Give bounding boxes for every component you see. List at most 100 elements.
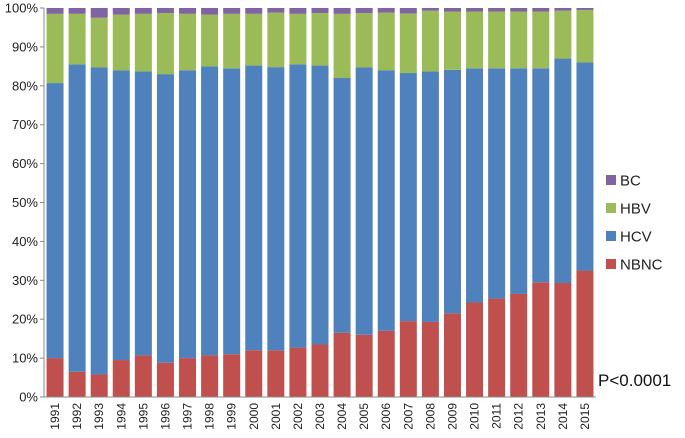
bar-hbv-2002 — [289, 13, 307, 65]
bar-hbv-2005 — [355, 13, 373, 68]
x-tick-label: 2005 — [357, 403, 371, 430]
bar-nbnc-2004 — [333, 332, 351, 397]
y-tick-label: 40% — [12, 234, 38, 249]
bar-bc-1992 — [68, 8, 86, 14]
legend-item-bc: BC — [606, 173, 641, 190]
x-tick-label: 1992 — [70, 403, 84, 430]
bar-hcv-1996 — [156, 74, 174, 363]
bar-hcv-2012 — [510, 68, 528, 294]
bar-hcv-1995 — [134, 71, 152, 356]
bar-hbv-1999 — [223, 13, 241, 69]
x-tick-label: 2010 — [468, 403, 482, 430]
bar-nbnc-1993 — [90, 374, 108, 397]
bar-hcv-2009 — [443, 69, 461, 314]
bar-bc-2011 — [488, 8, 506, 12]
bar-hcv-2002 — [289, 64, 307, 348]
bar-nbnc-1992 — [68, 371, 86, 397]
legend-swatch — [606, 175, 616, 185]
bar-hcv-2001 — [267, 67, 285, 351]
x-tick-label: 2009 — [445, 403, 459, 430]
bar-hcv-2004 — [333, 78, 351, 333]
x-tick-label: 2007 — [401, 403, 415, 430]
bar-nbnc-2010 — [466, 302, 484, 397]
bar-nbnc-2015 — [576, 270, 594, 397]
bar-nbnc-2009 — [443, 313, 461, 397]
bar-nbnc-1995 — [134, 355, 152, 397]
x-tick-label: 1993 — [92, 403, 106, 430]
bar-bc-1998 — [201, 8, 219, 15]
bar-bc-2014 — [554, 8, 572, 11]
bar-hbv-1993 — [90, 17, 108, 68]
bar-bc-1991 — [46, 8, 64, 14]
bar-hcv-2000 — [245, 65, 263, 351]
legend-label: BC — [620, 173, 641, 190]
x-tick-label: 2003 — [313, 403, 327, 430]
bar-nbnc-2007 — [399, 321, 417, 397]
bar-hcv-1999 — [223, 68, 241, 355]
x-tick-label: 2015 — [578, 403, 592, 430]
bar-bc-2009 — [443, 8, 461, 12]
bar-bc-2002 — [289, 8, 307, 14]
bar-nbnc-1991 — [46, 358, 64, 397]
legend-label: HCV — [620, 229, 652, 246]
legend-swatch — [606, 203, 616, 213]
bar-bc-2003 — [311, 8, 329, 14]
y-tick-label: 30% — [12, 273, 38, 288]
y-tick-label: 90% — [12, 39, 38, 54]
bar-hbv-2012 — [510, 11, 528, 69]
x-tick-label: 2011 — [490, 403, 504, 429]
x-tick-label: 2000 — [247, 403, 261, 430]
bar-hbv-1998 — [201, 14, 219, 67]
x-tick-label: 2002 — [291, 403, 305, 430]
bar-hbv-2010 — [466, 11, 484, 69]
y-tick-label: 0% — [19, 390, 38, 405]
bar-hcv-1993 — [90, 67, 108, 375]
bar-nbnc-2008 — [421, 321, 439, 397]
x-tick-label: 2014 — [556, 403, 570, 430]
bar-hcv-2011 — [488, 68, 506, 299]
bar-bc-2004 — [333, 8, 351, 14]
bar-bc-1995 — [134, 8, 152, 14]
bar-nbnc-1998 — [201, 355, 219, 397]
bar-hbv-2000 — [245, 13, 263, 66]
bar-nbnc-2000 — [245, 350, 263, 397]
y-tick-label: 50% — [12, 195, 38, 210]
bar-nbnc-2002 — [289, 347, 307, 397]
bar-hcv-1991 — [46, 83, 64, 359]
x-tick-label: 2004 — [335, 403, 349, 430]
bar-hcv-1998 — [201, 66, 219, 356]
bar-bc-2000 — [245, 8, 263, 14]
bar-nbnc-2006 — [377, 330, 395, 397]
bar-hbv-1997 — [179, 13, 197, 71]
legend-label: HBV — [620, 201, 651, 218]
bar-nbnc-1999 — [223, 354, 241, 397]
bar-nbnc-2014 — [554, 283, 572, 397]
bar-hbv-2013 — [532, 11, 550, 69]
bar-hbv-2009 — [443, 11, 461, 70]
bar-hcv-2006 — [377, 70, 395, 331]
y-tick-label: 100% — [5, 1, 39, 16]
bar-bc-1999 — [223, 8, 241, 14]
bar-bc-2010 — [466, 8, 484, 12]
bar-bc-1993 — [90, 8, 108, 18]
x-tick-label: 2012 — [512, 403, 526, 430]
bar-hbv-1996 — [156, 13, 174, 75]
bar-bc-1997 — [179, 8, 197, 14]
bar-bc-2007 — [399, 8, 417, 14]
bar-hbv-2004 — [333, 13, 351, 79]
bar-hbv-2011 — [488, 11, 506, 69]
bar-nbnc-1994 — [112, 360, 130, 397]
bar-hbv-2008 — [421, 10, 439, 72]
bar-hcv-2007 — [399, 72, 417, 322]
legend-item-nbnc: NBNC — [606, 257, 663, 274]
bar-hcv-2010 — [466, 68, 484, 303]
legend-label: NBNC — [620, 257, 663, 274]
x-tick-label: 1994 — [114, 403, 128, 430]
bar-hbv-2014 — [554, 10, 572, 59]
legend-item-hcv: HCV — [606, 229, 652, 246]
legend-swatch — [606, 231, 616, 241]
bar-bc-2006 — [377, 8, 395, 13]
bar-nbnc-2012 — [510, 293, 528, 397]
bar-hcv-1997 — [179, 70, 197, 359]
